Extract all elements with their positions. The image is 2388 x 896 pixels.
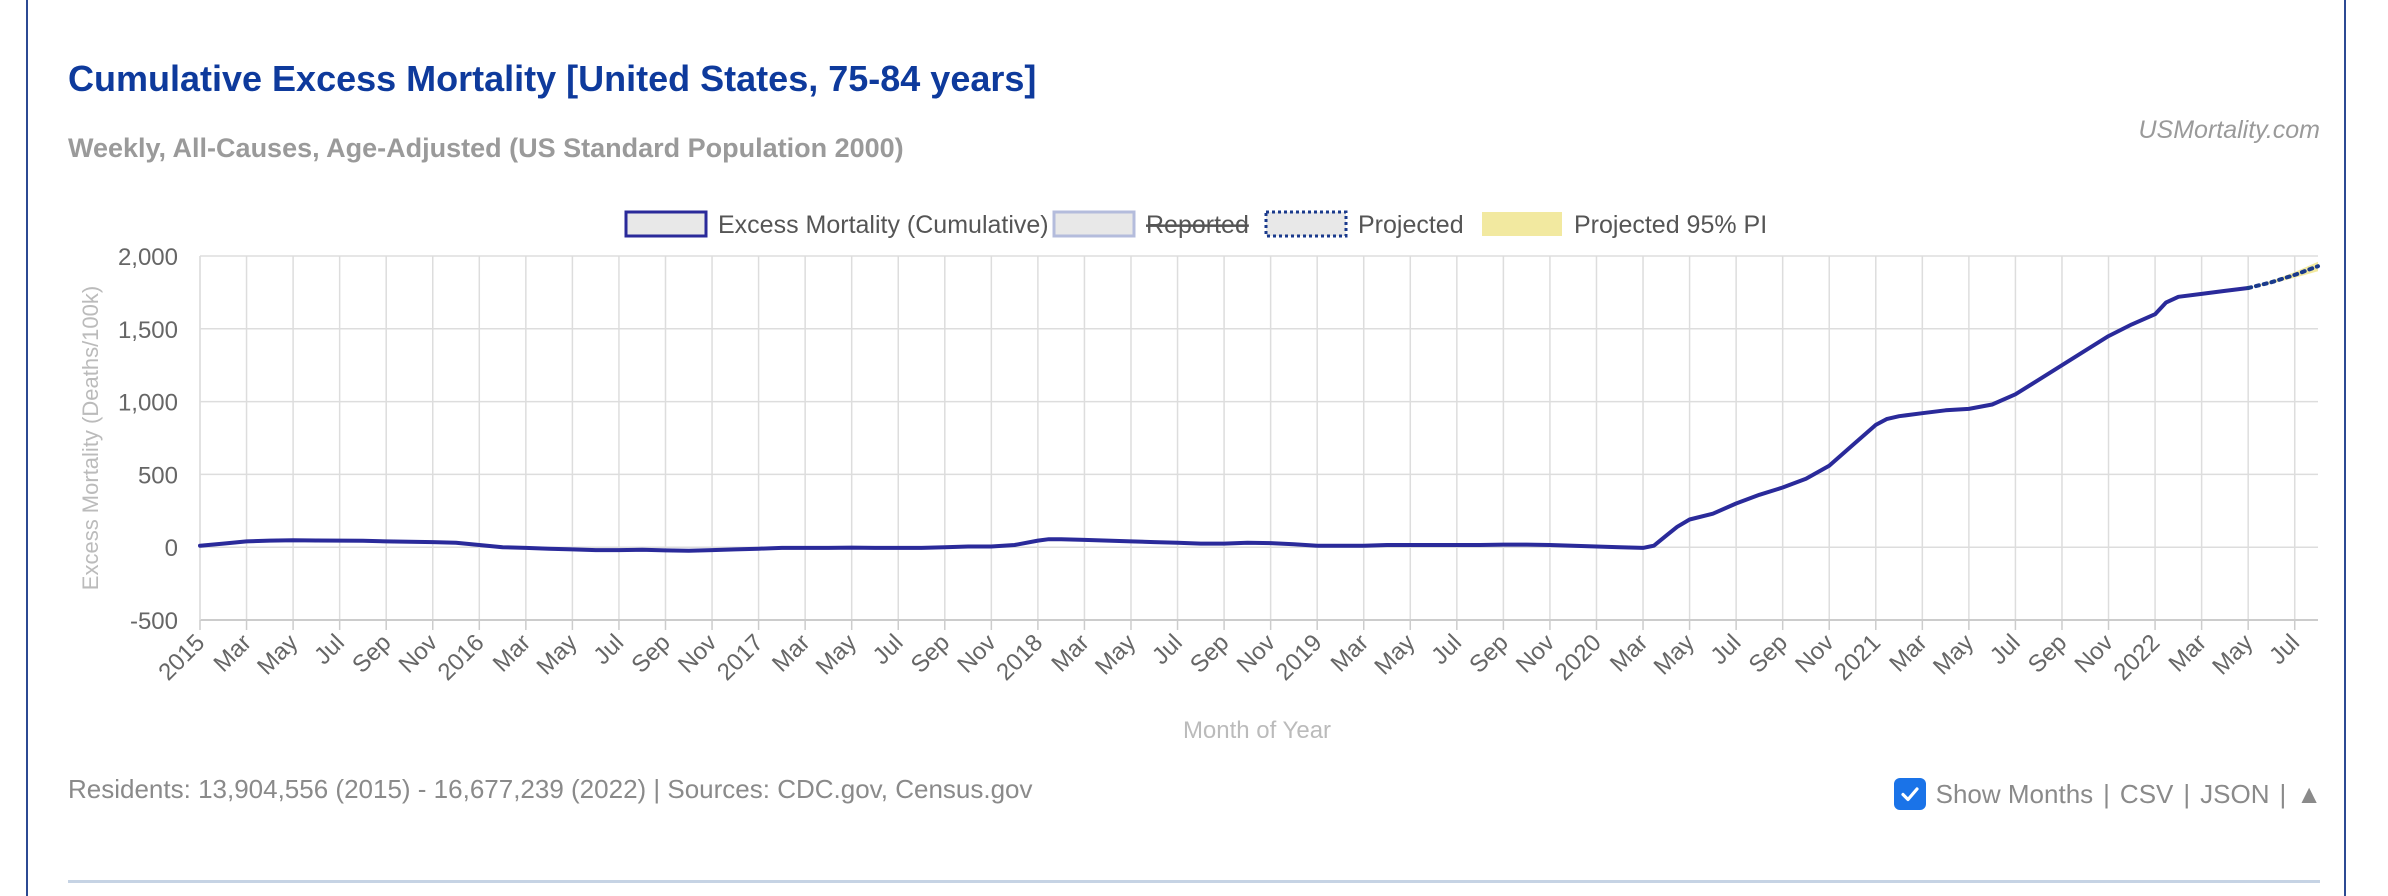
y-tick-label: 1,000 xyxy=(118,390,178,417)
x-tick-label: Sep xyxy=(626,629,675,678)
chart-card xyxy=(26,0,2346,896)
brand-credit[interactable]: USMortality.com xyxy=(2138,116,2320,144)
series-line-projected xyxy=(2246,264,2320,290)
y-tick-label: 0 xyxy=(165,535,178,562)
y-tick-label: 1,500 xyxy=(118,317,178,344)
y-axis-title: Excess Mortality (Deaths/100k) xyxy=(78,286,103,590)
x-tick-label: Jul xyxy=(588,629,629,670)
separator: | xyxy=(2103,778,2110,809)
x-tick-label: Mar xyxy=(1046,629,1094,677)
separator: | xyxy=(2279,778,2287,809)
x-tick-label: Jul xyxy=(1426,629,1467,670)
separator: | xyxy=(2183,778,2191,809)
legend-swatch xyxy=(1482,212,1562,236)
y-tick-label: -500 xyxy=(130,608,178,635)
x-tick-label: Jul xyxy=(1706,629,1747,670)
bottom-rule xyxy=(68,880,2320,883)
series-line-excess-mortality xyxy=(198,286,2251,553)
x-tick-label: Sep xyxy=(1464,629,1513,678)
x-tick-label: May xyxy=(1928,629,1979,680)
checkmark-icon xyxy=(1901,787,1919,802)
legend-label: Excess Mortality (Cumulative) xyxy=(718,211,1049,239)
x-tick-label: Mar xyxy=(767,629,815,677)
x-tick-label: 2018 xyxy=(991,629,1048,686)
x-tick-label: May xyxy=(252,629,303,680)
x-tick-label: May xyxy=(2207,629,2258,680)
x-tick-label: Mar xyxy=(208,629,256,677)
legend-swatch xyxy=(1052,210,1136,238)
x-tick-label: May xyxy=(1369,629,1420,680)
footer-controls: Show Months | CSV | JSON | ▲ xyxy=(1893,778,2322,810)
x-tick-label: Mar xyxy=(1326,629,1374,677)
x-tick-label: Jul xyxy=(2264,629,2305,670)
legend-swatch xyxy=(1264,210,1348,238)
x-tick-label: Jul xyxy=(868,629,909,670)
x-tick-label: 2019 xyxy=(1271,629,1328,686)
x-tick-label: Sep xyxy=(906,629,955,678)
x-tick-label: 2015 xyxy=(153,629,210,686)
x-tick-label: May xyxy=(1090,629,1141,680)
x-tick-label: Mar xyxy=(2164,629,2212,677)
x-tick-label: Sep xyxy=(1744,629,1793,678)
y-tick-label: 2,000 xyxy=(118,244,178,271)
x-tick-label: Jul xyxy=(1985,629,2026,670)
x-tick-label: Jul xyxy=(309,629,350,670)
legend-item[interactable]: Projected xyxy=(1264,210,1464,239)
show-months-label[interactable]: Show Months xyxy=(1935,778,2094,809)
residents-sources: Residents: 13,904,556 (2015) - 16,677,23… xyxy=(68,774,1033,804)
x-tick-label: Sep xyxy=(347,629,396,678)
x-tick-label: Mar xyxy=(1605,629,1653,677)
x-tick-label: Sep xyxy=(1185,629,1234,678)
x-tick-label: Mar xyxy=(1884,629,1932,677)
legend-swatch xyxy=(624,210,708,238)
chart-title: Cumulative Excess Mortality [United Stat… xyxy=(68,58,1037,99)
x-tick-label: May xyxy=(1649,629,1700,680)
x-tick-label: May xyxy=(531,629,582,680)
chart-subtitle: Weekly, All-Causes, Age-Adjusted (US Sta… xyxy=(68,133,904,163)
y-tick-label: 500 xyxy=(138,462,178,489)
legend-label: Reported xyxy=(1146,211,1249,239)
x-tick-label: Mar xyxy=(488,629,536,677)
csv-link[interactable]: CSV xyxy=(2119,778,2174,809)
legend-item[interactable]: Reported xyxy=(1052,210,1249,239)
legend-label: Projected 95% PI xyxy=(1574,211,1767,239)
legend-item[interactable]: Projected 95% PI xyxy=(1482,211,1767,239)
legend-label: Projected xyxy=(1358,211,1464,239)
json-link[interactable]: JSON xyxy=(2200,778,2270,809)
x-axis-title: Month of Year xyxy=(1183,717,1331,744)
x-tick-label: Sep xyxy=(2023,629,2072,678)
scroll-top-icon[interactable]: ▲ xyxy=(2296,778,2322,809)
legend-item[interactable]: Excess Mortality (Cumulative) xyxy=(624,210,1049,239)
x-tick-label: Jul xyxy=(1147,629,1188,670)
x-tick-label: 2021 xyxy=(1829,629,1886,686)
pi-band xyxy=(2248,261,2318,288)
x-tick-label: May xyxy=(811,629,862,680)
x-tick-label: 2016 xyxy=(433,629,490,686)
x-tick-label: 2022 xyxy=(2108,629,2165,686)
show-months-checkbox[interactable] xyxy=(1893,778,1926,810)
x-tick-label: 2020 xyxy=(1550,629,1607,686)
x-tick-label: 2017 xyxy=(712,629,769,686)
